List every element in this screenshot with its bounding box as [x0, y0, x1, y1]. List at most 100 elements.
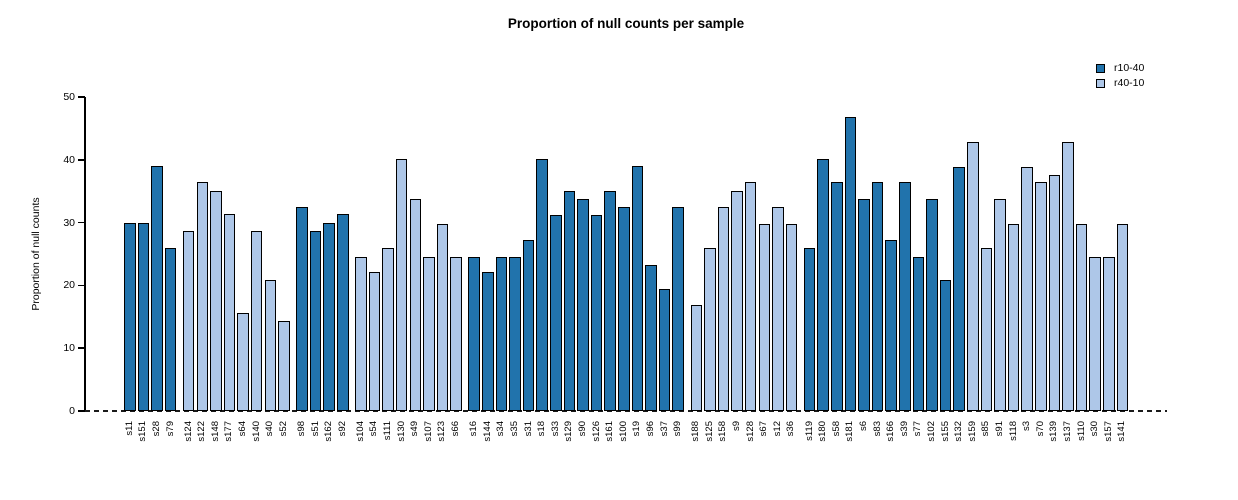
- x-tick-label: s30: [1089, 421, 1101, 437]
- bar: [423, 257, 435, 411]
- y-tick-label: 20: [63, 279, 75, 292]
- x-tick-label: s151: [137, 421, 149, 442]
- x-tick-label: s162: [323, 421, 335, 442]
- legend-label-r10-40: r10-40: [1114, 62, 1145, 74]
- y-tick-label: 30: [63, 216, 75, 229]
- bar: [522, 240, 535, 411]
- bar: [250, 231, 263, 411]
- bar: [577, 199, 589, 411]
- y-axis-line: [84, 97, 86, 412]
- x-tick-label: s64: [237, 421, 249, 437]
- x-tick-label: s104: [354, 421, 366, 442]
- x-tick-label: s161: [604, 421, 616, 442]
- x-tick-label: s181: [844, 421, 856, 442]
- x-tick-label: s28: [150, 421, 162, 437]
- x-tick-label: s35: [508, 421, 520, 437]
- bar: [858, 199, 870, 411]
- x-tick-label: s18: [536, 421, 548, 437]
- x-tick-label: s100: [617, 421, 629, 442]
- x-tick-label: s119: [803, 421, 815, 441]
- bar: [645, 265, 657, 411]
- x-tick-label: s144: [481, 421, 493, 442]
- x-tick-label: s128: [744, 421, 756, 442]
- x-tick-label: s19: [631, 421, 643, 437]
- x-tick-label: s132: [953, 421, 965, 442]
- bar: [744, 182, 757, 411]
- x-tick-label: s122: [196, 421, 208, 442]
- bar: [1062, 142, 1074, 411]
- x-tick-label: s83: [871, 421, 883, 437]
- bar: [395, 159, 408, 411]
- x-tick-label: s177: [223, 421, 235, 442]
- y-tick-label: 40: [63, 153, 75, 166]
- bar: [468, 257, 480, 411]
- legend-item-r10-40: r10-40: [1096, 62, 1144, 74]
- x-tick-label: s40: [264, 421, 276, 437]
- x-tick-label: s166: [885, 421, 897, 442]
- x-tick-label: s12: [771, 421, 783, 437]
- x-tick-label: s118: [1007, 421, 1019, 441]
- x-tick-label: s110: [1075, 421, 1087, 441]
- x-tick-label: s34: [495, 421, 507, 437]
- x-tick-label: s102: [925, 421, 937, 442]
- bar: [1089, 257, 1101, 411]
- x-tick-label: s141: [1116, 421, 1128, 442]
- bar: [831, 182, 843, 411]
- x-tick-label: s98: [295, 421, 307, 437]
- bar: [994, 199, 1006, 411]
- x-tick-label: s90: [576, 421, 588, 437]
- x-tick-label: s159: [966, 421, 978, 442]
- bar: [758, 224, 770, 411]
- bar: [1021, 167, 1033, 411]
- x-tick-label: s140: [250, 421, 262, 442]
- y-tick: [78, 96, 85, 98]
- bar: [237, 313, 249, 411]
- x-tick-label: s79: [164, 421, 176, 437]
- bar: [731, 191, 743, 411]
- bar: [980, 248, 993, 411]
- x-tick-label: s54: [368, 421, 380, 437]
- bar: [223, 214, 236, 411]
- x-tick-label: s51: [309, 421, 321, 437]
- bar: [355, 257, 367, 411]
- bar: [672, 207, 684, 411]
- x-tick-label: s58: [830, 421, 842, 437]
- x-tick-label: s39: [898, 421, 910, 437]
- y-tick-label: 0: [69, 405, 75, 417]
- x-tick-label: s49: [409, 421, 421, 437]
- bar: [631, 166, 644, 411]
- x-tick-label: s85: [980, 421, 992, 437]
- bar: [509, 257, 521, 411]
- y-tick: [78, 284, 85, 287]
- bar: [536, 159, 548, 411]
- bar: [196, 182, 208, 411]
- y-tick-label: 10: [63, 342, 75, 355]
- bar: [264, 280, 276, 411]
- y-axis-label: Proportion of null counts: [30, 197, 42, 311]
- bar: [772, 207, 784, 411]
- x-tick-label: s137: [1061, 421, 1073, 442]
- y-tick: [78, 159, 85, 161]
- x-tick-label: s11: [123, 421, 135, 436]
- x-tick-label: s66: [450, 421, 462, 437]
- bar: [368, 272, 381, 411]
- legend-swatch-r10-40: [1096, 63, 1105, 73]
- bar: [482, 272, 494, 411]
- x-tick-label: s99: [672, 421, 684, 437]
- bar: [337, 214, 349, 411]
- chart-title: Proportion of null counts per sample: [507, 16, 745, 31]
- x-tick-label: s188: [690, 421, 702, 442]
- x-tick-label: s77: [912, 421, 924, 437]
- x-tick-label: s31: [522, 421, 534, 437]
- bar: [899, 182, 911, 411]
- x-tick-label: s155: [939, 421, 951, 442]
- bar: [803, 248, 816, 411]
- bar: [436, 224, 449, 411]
- zero-baseline-dashed: [85, 410, 1167, 412]
- bar: [323, 223, 335, 411]
- x-tick-label: s180: [817, 421, 829, 442]
- bar: [124, 223, 136, 411]
- legend-swatch-r40-10: [1096, 78, 1105, 88]
- bar: [817, 159, 829, 411]
